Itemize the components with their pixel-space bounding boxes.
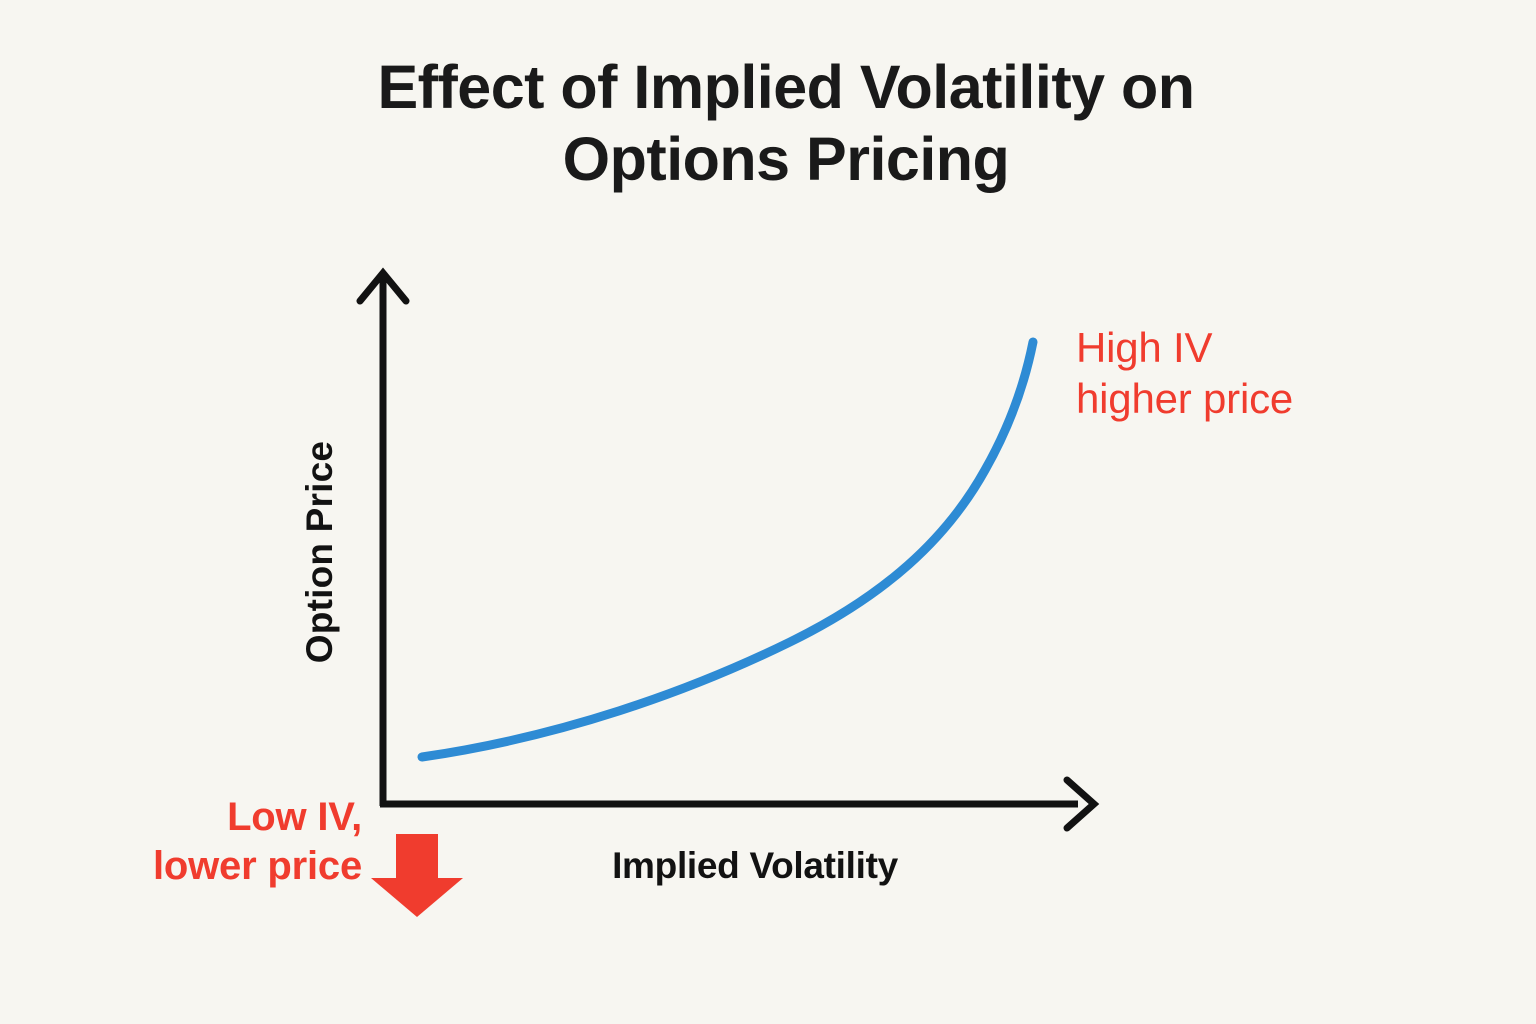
x-axis-arrowhead-icon [1063, 776, 1100, 832]
x-axis-label: Implied Volatility [612, 845, 898, 886]
annotation-low-iv: Low IV, lower price [153, 795, 362, 888]
page-title: Effect of Implied Volatility on Options … [377, 53, 1195, 193]
y-axis-arrowhead-icon [356, 267, 410, 305]
y-axis-label: Option Price [299, 440, 340, 664]
option-price-curve [417, 337, 1038, 762]
annotation-high-iv: High IV higher price [1076, 324, 1294, 423]
down-arrow-icon [371, 834, 463, 917]
